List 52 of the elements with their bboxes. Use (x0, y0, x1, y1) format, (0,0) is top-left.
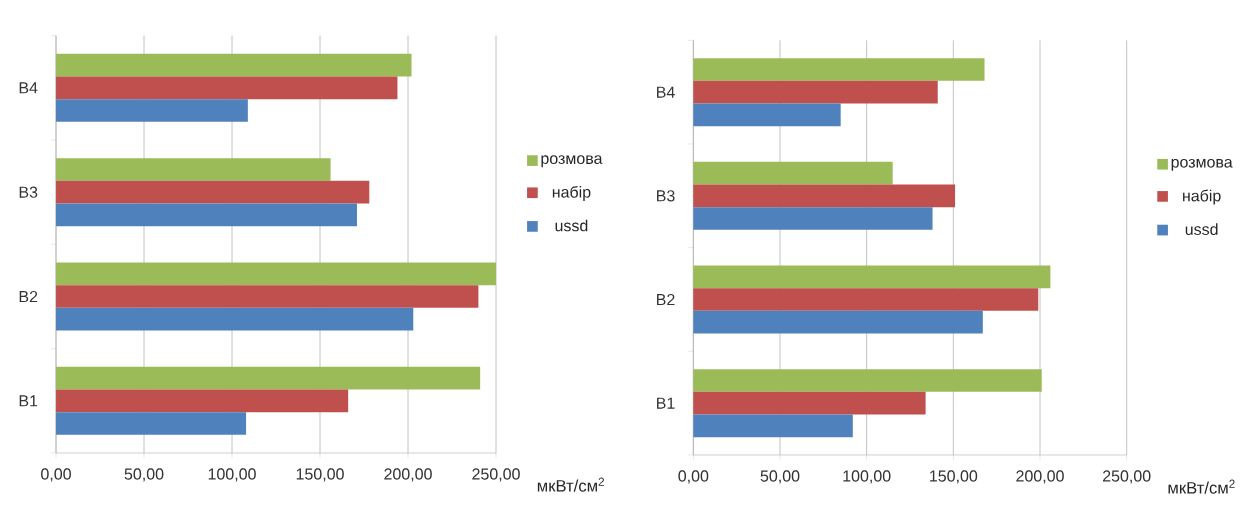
x-tick-label: 200,00 (384, 468, 432, 482)
y-tick-label: B2 (657, 293, 675, 306)
x-tick-label: 0,00 (678, 470, 709, 484)
bar (56, 366, 481, 390)
bar (693, 103, 841, 127)
legend-label: розмова (541, 155, 603, 168)
x-tick-label: 200,00 (1016, 470, 1064, 484)
legend-label: набір (1183, 189, 1221, 205)
x-tick-label: 250,00 (472, 468, 520, 482)
bar (693, 207, 933, 230)
legend-label: розмова (1171, 158, 1233, 171)
bar (693, 184, 956, 208)
y-tick-label: B4 (19, 82, 38, 94)
x-tick-label: 150,00 (930, 470, 978, 484)
x-tick-label: 0,00 (41, 468, 71, 482)
legend-label: набір (552, 185, 591, 201)
bar (56, 307, 414, 331)
bar (693, 80, 938, 104)
bar (56, 203, 357, 227)
legend-label: ussd (555, 219, 588, 232)
bar (693, 310, 983, 334)
x-axis-title: мкВт/см$^{2}$ (1168, 479, 1235, 494)
x-tick-label: 250,00 (1102, 470, 1151, 484)
bar (693, 265, 1051, 289)
bar (56, 262, 497, 286)
bar (693, 369, 1042, 392)
x-tick-label: 100,00 (208, 468, 256, 482)
bar (56, 99, 248, 122)
x-axis-title: мкВт/см$^{2}$ (537, 477, 604, 492)
bar (56, 180, 370, 204)
bar (56, 158, 331, 181)
bar (56, 53, 412, 77)
x-tick-label: 150,00 (296, 468, 344, 482)
x-tick-label: 100,00 (843, 470, 891, 484)
y-tick-label: B2 (19, 290, 38, 303)
y-tick-label: B3 (657, 190, 675, 202)
bar (56, 389, 349, 413)
bar (693, 161, 893, 185)
y-tick-label: B1 (657, 397, 675, 409)
legend-label: ussd (1185, 223, 1218, 236)
bar (56, 76, 398, 100)
x-tick-label: 50,00 (124, 468, 164, 482)
y-tick-label: B4 (657, 86, 675, 98)
bar (693, 288, 1039, 311)
x-tick-label: 50,00 (760, 470, 800, 484)
y-tick-label: B3 (19, 186, 38, 198)
bar (56, 285, 479, 308)
bar (56, 412, 247, 435)
bar (693, 58, 985, 81)
bar (693, 391, 926, 415)
bar (693, 414, 853, 438)
y-tick-label: B1 (19, 395, 38, 407)
